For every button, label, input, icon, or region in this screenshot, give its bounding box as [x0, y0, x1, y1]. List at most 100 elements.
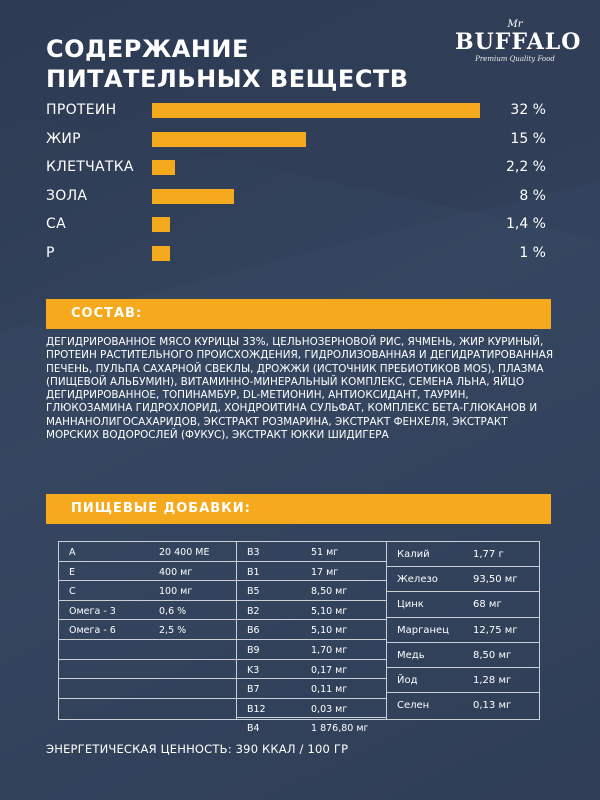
- additive-name: Медь: [397, 649, 425, 661]
- additive-name: Калий: [397, 549, 430, 560]
- additive-row: B3 51 мг: [237, 542, 386, 562]
- nutrient-chart: ПРОТЕИН 32 % ЖИР 15 % КЛЕТЧАТКА 2,2 % ЗОЛА 8 % C…: [46, 98, 556, 269]
- additive-name: Омега - 3: [69, 605, 116, 617]
- additive-name: B3: [247, 547, 260, 558]
- nutrient-row: CA 1,4 %: [46, 212, 556, 241]
- nutrient-value: 32 %: [510, 102, 546, 118]
- additives-column-vitamins: A 20 400 МЕ E 400 мг C 100 мг Омега - 3 0,6 % Ом…: [59, 542, 237, 719]
- nutrient-row: ПРОТЕИН 32 %: [46, 98, 556, 127]
- additive-row: [59, 679, 236, 699]
- additive-row: B1 17 мг: [237, 562, 386, 582]
- additive-amount: 2,5 %: [159, 625, 187, 637]
- title-line-2: ПИТАТЕЛЬНЫХ ВЕЩЕСТВ: [46, 65, 409, 93]
- additive-row: B6 5,10 мг: [237, 620, 386, 640]
- nutrient-label: P: [46, 244, 55, 261]
- additive-amount: 68 мг: [473, 599, 502, 611]
- additive-name: B1: [247, 566, 260, 578]
- additive-row: B5 8,50 мг: [237, 581, 386, 601]
- nutrient-value: 1 %: [519, 244, 546, 261]
- composition-text: ДЕГИДРИРОВАННОЕ МЯСО КУРИЦЫ 33%, ЦЕЛЬНОЗ…: [46, 336, 554, 442]
- nutrient-value: 15 %: [510, 130, 546, 147]
- additive-amount: 5,10 мг: [311, 625, 348, 637]
- additive-row: C 100 мг: [59, 581, 236, 601]
- additive-name: Цинк: [397, 599, 424, 611]
- additive-row: Омега - 6 2,5 %: [59, 620, 236, 640]
- additive-amount: 400 мг: [159, 566, 193, 578]
- additive-row: K3 0,17 мг: [237, 660, 386, 680]
- nutrient-label: ЖИР: [46, 130, 81, 147]
- nutrient-label: КЛЕТЧАТКА: [46, 159, 134, 175]
- additive-amount: 8,50 мг: [311, 586, 348, 598]
- additive-row: A 20 400 МЕ: [59, 542, 236, 562]
- brand-logo: Mr BUFFALO Premium Quality Food: [455, 19, 582, 76]
- nutrient-bar: [152, 188, 234, 204]
- additive-name: Омега - 6: [69, 625, 116, 637]
- title-line-1: СОДЕРЖАНИЕ: [46, 35, 249, 63]
- nutrient-label: CA: [46, 216, 66, 232]
- additive-amount: 0,6 %: [159, 605, 187, 617]
- additive-row: Калий 1,77 г: [387, 542, 539, 568]
- additive-amount: 1,28 мг: [473, 674, 512, 686]
- additive-amount: 93,50 мг: [473, 574, 518, 586]
- additive-row: B12 0,03 мг: [237, 699, 386, 719]
- additive-name: B4: [247, 723, 260, 735]
- nutrient-bar: [152, 217, 170, 232]
- additive-row: Железо 93,50 мг: [387, 567, 539, 593]
- nutrient-label: ЗОЛА: [46, 187, 88, 204]
- additive-row: B7 0,11 мг: [237, 679, 386, 699]
- additive-amount: 1,77 г: [473, 549, 504, 560]
- additive-name: B9: [247, 644, 260, 656]
- additive-row: [59, 699, 236, 719]
- additive-name: A: [69, 547, 76, 558]
- nutrient-row: ЖИР 15 %: [46, 127, 556, 156]
- additive-amount: 1 876,80 мг: [311, 723, 369, 735]
- additive-amount: 0,11 мг: [311, 684, 348, 696]
- nutrient-bar: [152, 160, 175, 175]
- additive-amount: 12,75 мг: [473, 624, 518, 636]
- additive-row: Омега - 3 0,6 %: [59, 601, 236, 621]
- additive-row: [59, 640, 236, 660]
- logo-tagline: Premium Quality Food: [475, 55, 555, 63]
- composition-banner: СОСТАВ:: [46, 299, 551, 329]
- nutrient-value: 1,4 %: [505, 216, 546, 232]
- additive-name: B5: [247, 586, 260, 598]
- additive-amount: 5,10 мг: [311, 605, 348, 617]
- nutrient-value: 8 %: [519, 187, 546, 204]
- nutrient-row: ЗОЛА 8 %: [46, 184, 556, 213]
- nutrient-value: 2,2 %: [505, 159, 546, 175]
- additive-name: Йод: [397, 674, 418, 686]
- additive-amount: 100 мг: [159, 586, 193, 598]
- page-title: СОДЕРЖАНИЕ ПИТАТЕЛЬНЫХ ВЕЩЕСТВ: [46, 34, 409, 94]
- additive-row: B9 1,70 мг: [237, 640, 386, 660]
- additive-row: Селен 0,13 мг: [387, 693, 539, 718]
- additives-heading: ПИЩЕВЫЕ ДОБАВКИ:: [71, 501, 251, 516]
- additives-column-minerals: Калий 1,77 г Железо 93,50 мг Цинк 68 мг Марган…: [387, 542, 539, 719]
- additive-name: B2: [247, 605, 260, 617]
- additive-row: B2 5,10 мг: [237, 601, 386, 621]
- additive-amount: 0,13 мг: [473, 700, 512, 712]
- additive-amount: 20 400 МЕ: [159, 547, 210, 558]
- nutrient-bar: [152, 245, 170, 261]
- additive-amount: 8,50 мг: [473, 649, 512, 661]
- additive-name: B12: [247, 703, 266, 715]
- additives-column-b-vitamins: B3 51 мг B1 17 мг B5 8,50 мг B2 5,10 мг B6 5,10 м…: [237, 542, 387, 734]
- additive-row: [59, 660, 236, 680]
- additive-row: E 400 мг: [59, 562, 236, 582]
- additive-name: B6: [247, 625, 260, 637]
- additive-amount: 0,03 мг: [311, 703, 348, 715]
- additives-banner: ПИЩЕВЫЕ ДОБАВКИ:: [46, 494, 551, 524]
- nutrient-bar: [152, 131, 306, 147]
- nutrient-row: КЛЕТЧАТКА 2,2 %: [46, 155, 556, 184]
- nutrient-row: P 1 %: [46, 241, 556, 270]
- additive-name: B7: [247, 684, 260, 696]
- nutrient-label: ПРОТЕИН: [46, 102, 117, 118]
- additive-name: Железо: [397, 574, 438, 586]
- logo-brand: BUFFALO: [455, 29, 582, 55]
- additive-amount: 51 мг: [311, 547, 339, 558]
- additive-row: Марганец 12,75 мг: [387, 618, 539, 643]
- logo-mr: Mr: [507, 19, 523, 30]
- additive-name: Марганец: [397, 624, 449, 636]
- composition-heading: СОСТАВ:: [71, 306, 143, 321]
